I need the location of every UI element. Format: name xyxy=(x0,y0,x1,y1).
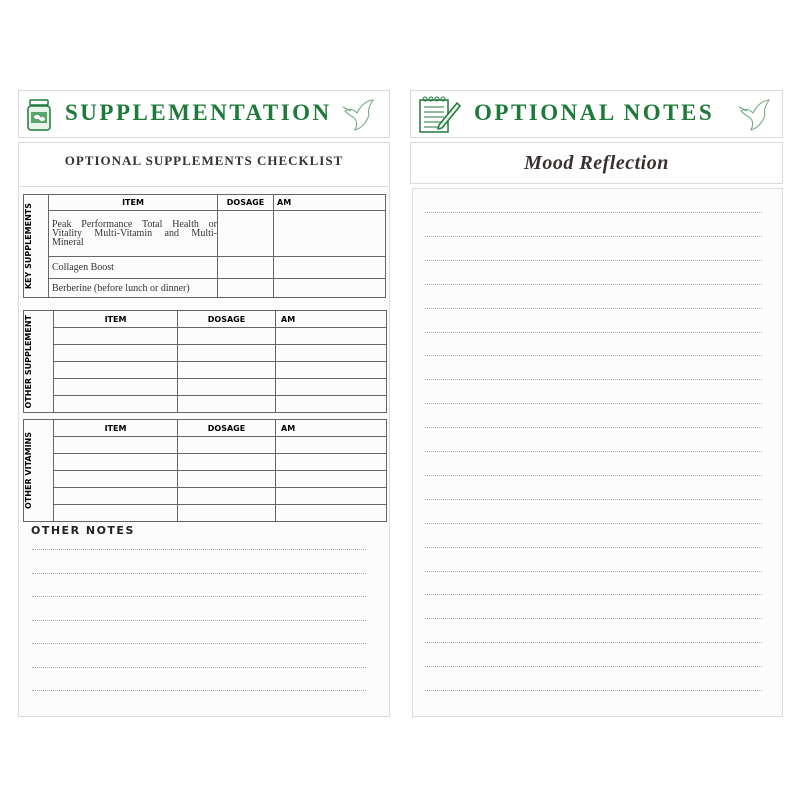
writing-line[interactable] xyxy=(425,427,762,429)
key-supplements-table: KEY SUPPLEMENTS ITEM DOSAGE AM Peak Perf… xyxy=(23,194,386,298)
table-row[interactable] xyxy=(24,487,387,505)
writing-line[interactable] xyxy=(425,212,762,213)
supplementation-header: SUPPLEMENTATION xyxy=(18,90,390,138)
item-cell: Peak Performance Total Health or Vitalit… xyxy=(48,210,218,257)
other-notes-title: OTHER NOTES xyxy=(31,524,135,537)
table-row[interactable] xyxy=(24,327,387,345)
writing-line[interactable] xyxy=(425,690,762,691)
writing-line[interactable] xyxy=(32,666,366,668)
writing-line[interactable] xyxy=(32,596,366,597)
dove-icon xyxy=(738,99,771,131)
writing-line[interactable] xyxy=(425,474,762,476)
writing-line[interactable] xyxy=(425,283,762,285)
writing-line[interactable] xyxy=(425,331,762,333)
table-row[interactable] xyxy=(24,470,387,488)
table-label: KEY SUPPLEMENTS xyxy=(24,202,33,290)
writing-line[interactable] xyxy=(32,619,366,621)
writing-line[interactable] xyxy=(425,618,762,620)
writing-line[interactable] xyxy=(32,572,366,574)
supplement-jar-icon xyxy=(27,99,51,131)
dosage-cell[interactable] xyxy=(217,210,274,257)
writing-line[interactable] xyxy=(425,403,762,405)
writing-line[interactable] xyxy=(425,379,762,381)
am-cell[interactable] xyxy=(273,278,386,298)
writing-line[interactable] xyxy=(425,546,762,548)
col-dosage: DOSAGE xyxy=(177,310,276,328)
writing-line[interactable] xyxy=(425,235,762,237)
other-supplement-table: OTHER SUPPLEMENT ITEM DOSAGE AM xyxy=(23,310,387,413)
writing-line[interactable] xyxy=(32,549,366,550)
table-row[interactable] xyxy=(24,361,387,379)
page-title: OPTIONAL NOTES xyxy=(474,100,715,125)
writing-line[interactable] xyxy=(425,259,762,261)
table-label: OTHER VITAMINS xyxy=(24,432,33,509)
writing-line[interactable] xyxy=(425,355,762,357)
writing-line[interactable] xyxy=(425,570,762,572)
am-cell[interactable] xyxy=(273,256,386,279)
writing-line[interactable] xyxy=(425,594,762,596)
mood-reflection-title: Mood Reflection xyxy=(524,152,669,174)
optional-notes-header: OPTIONAL NOTES xyxy=(410,90,783,138)
writing-line[interactable] xyxy=(425,451,762,452)
item-cell: Berberine (before lunch or dinner) xyxy=(48,278,218,298)
col-dosage: DOSAGE xyxy=(217,194,274,211)
mood-subheader: Mood Reflection xyxy=(410,142,783,184)
writing-line[interactable] xyxy=(32,690,366,691)
dosage-cell[interactable] xyxy=(217,278,274,298)
table-row[interactable] xyxy=(24,453,387,471)
writing-line[interactable] xyxy=(425,642,762,644)
table-row[interactable] xyxy=(24,504,387,522)
col-am: AM xyxy=(273,194,386,211)
col-item: ITEM xyxy=(53,310,178,328)
other-vitamins-table: OTHER VITAMINS ITEM DOSAGE AM xyxy=(23,419,387,522)
page-title: SUPPLEMENTATION xyxy=(65,100,332,125)
table-row: Berberine (before lunch or dinner) xyxy=(24,278,386,298)
writing-line[interactable] xyxy=(32,643,366,644)
col-dosage: DOSAGE xyxy=(177,419,276,437)
writing-line[interactable] xyxy=(425,666,762,668)
writing-line[interactable] xyxy=(425,498,762,500)
notepad-pencil-icon xyxy=(419,96,461,133)
writing-line[interactable] xyxy=(425,522,762,524)
dosage-cell[interactable] xyxy=(217,256,274,279)
table-row[interactable] xyxy=(24,378,387,396)
col-am: AM xyxy=(275,419,387,437)
table-label: OTHER SUPPLEMENT xyxy=(24,314,33,409)
table-row: Collagen Boost xyxy=(24,256,386,279)
checklist-subheader: OPTIONAL SUPPLEMENTS CHECKLIST xyxy=(18,142,390,187)
col-item: ITEM xyxy=(48,194,218,211)
checklist-title: OPTIONAL SUPPLEMENTS CHECKLIST xyxy=(64,153,344,168)
dove-icon xyxy=(342,99,375,131)
writing-line[interactable] xyxy=(425,307,762,309)
am-cell[interactable] xyxy=(273,210,386,257)
col-item: ITEM xyxy=(53,419,178,437)
item-cell: Collagen Boost xyxy=(48,256,218,279)
mood-notes-area[interactable] xyxy=(412,188,783,717)
table-row: Peak Performance Total Health or Vitalit… xyxy=(24,210,386,257)
table-row[interactable] xyxy=(24,344,387,362)
table-row[interactable] xyxy=(24,395,387,413)
col-am: AM xyxy=(275,310,387,328)
table-row[interactable] xyxy=(24,436,387,454)
